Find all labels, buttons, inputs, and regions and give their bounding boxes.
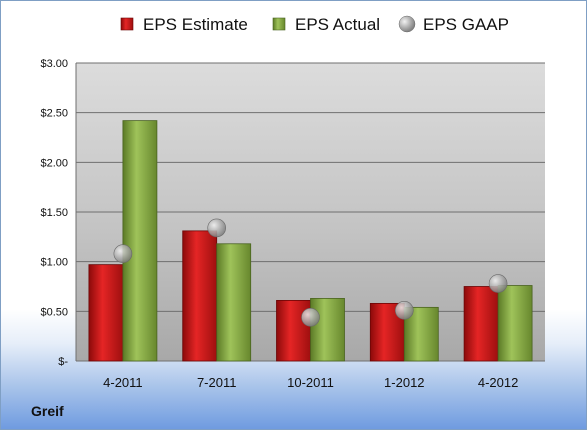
legend-swatch (120, 17, 134, 31)
bar-eps-estimate (88, 264, 124, 362)
y-tick-label: $2.50 (40, 108, 68, 120)
x-tick-label: 4-2011 (103, 375, 143, 390)
x-tick-label: 4-2012 (478, 375, 518, 390)
bar-eps-estimate (463, 286, 499, 362)
y-tick-label: $- (58, 356, 68, 368)
y-tick-label: $1.00 (40, 257, 68, 269)
x-tick-label: 1-2012 (384, 375, 424, 390)
bar-eps-actual (122, 120, 158, 362)
gaap-marker (488, 274, 508, 293)
bar-eps-actual (497, 285, 533, 362)
legend: EPS Estimate EPS Actual EPS GAAP (120, 15, 509, 34)
y-tick-label: $0.50 (40, 306, 68, 318)
x-tick-label: 10-2011 (287, 375, 334, 390)
legend-label: EPS Estimate (143, 15, 248, 34)
bars (88, 120, 533, 362)
x-tick-label: 7-2011 (197, 375, 237, 390)
x-axis-ticks: 4-2011 7-2011 10-2011 1-2012 4-2012 (103, 375, 518, 390)
bar-eps-estimate (276, 300, 311, 362)
legend-label: EPS Actual (295, 15, 380, 34)
gaap-marker (113, 244, 133, 264)
legend-label: EPS GAAP (423, 15, 509, 34)
gaap-marker (301, 307, 320, 327)
y-tick-label: $2.00 (40, 157, 68, 169)
y-tick-label: $1.50 (40, 207, 68, 219)
gaap-markers (113, 218, 508, 327)
y-axis-ticks: $- $0.50 $1.00 $1.50 $2.00 $2.50 $3.00 (40, 58, 68, 368)
bar-eps-estimate (182, 230, 218, 362)
bar-eps-actual (403, 306, 439, 362)
legend-swatch (272, 17, 286, 31)
bar-eps-actual (216, 243, 252, 362)
y-tick-label: $3.00 (40, 58, 68, 70)
company-label: Greif (31, 403, 64, 419)
gaap-marker (207, 218, 226, 238)
legend-swatch (398, 15, 416, 33)
bar-eps-actual (310, 298, 345, 362)
gaap-marker (394, 301, 414, 320)
